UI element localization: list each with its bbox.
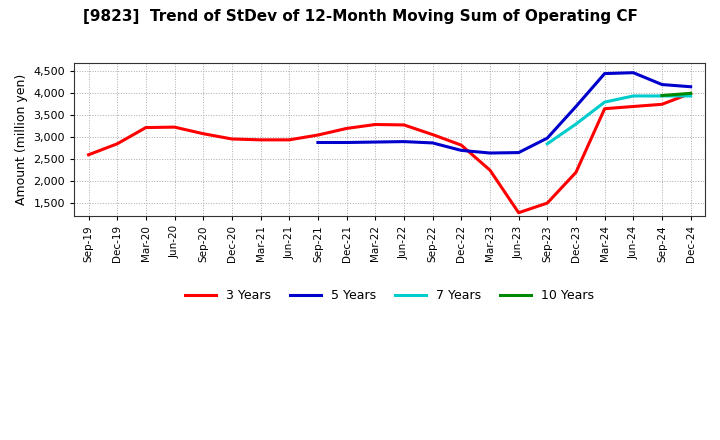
- Y-axis label: Amount (million yen): Amount (million yen): [15, 74, 28, 205]
- 7 Years: [543, 141, 552, 147]
- 3 Years: [170, 125, 179, 130]
- 3 Years: [113, 141, 122, 147]
- 7 Years: [657, 93, 666, 99]
- 3 Years: [142, 125, 150, 130]
- 3 Years: [543, 201, 552, 206]
- 3 Years: [256, 137, 265, 143]
- Legend: 3 Years, 5 Years, 7 Years, 10 Years: 3 Years, 5 Years, 7 Years, 10 Years: [180, 284, 599, 307]
- Line: 3 Years: 3 Years: [89, 93, 690, 213]
- 3 Years: [428, 132, 437, 137]
- 3 Years: [371, 122, 379, 127]
- 5 Years: [485, 150, 494, 156]
- 3 Years: [285, 137, 294, 143]
- 7 Years: [686, 93, 695, 99]
- 3 Years: [228, 136, 236, 142]
- 3 Years: [686, 91, 695, 96]
- 5 Years: [629, 70, 638, 75]
- Line: 10 Years: 10 Years: [662, 93, 690, 95]
- 10 Years: [686, 91, 695, 96]
- 3 Years: [84, 152, 93, 158]
- Text: [9823]  Trend of StDev of 12-Month Moving Sum of Operating CF: [9823] Trend of StDev of 12-Month Moving…: [83, 9, 637, 24]
- 5 Years: [543, 136, 552, 141]
- 5 Years: [400, 139, 408, 144]
- 3 Years: [514, 210, 523, 215]
- 3 Years: [485, 168, 494, 173]
- 5 Years: [342, 140, 351, 145]
- 3 Years: [572, 170, 580, 175]
- 5 Years: [371, 139, 379, 145]
- 5 Years: [600, 71, 609, 76]
- Line: 7 Years: 7 Years: [547, 96, 690, 144]
- 5 Years: [514, 150, 523, 155]
- 3 Years: [314, 132, 323, 138]
- 3 Years: [600, 106, 609, 111]
- 3 Years: [657, 102, 666, 107]
- 5 Years: [428, 140, 437, 146]
- 5 Years: [572, 104, 580, 109]
- 3 Years: [199, 131, 207, 136]
- 3 Years: [400, 122, 408, 128]
- 3 Years: [342, 126, 351, 131]
- 7 Years: [629, 93, 638, 99]
- 5 Years: [314, 140, 323, 145]
- 5 Years: [657, 82, 666, 87]
- 5 Years: [457, 148, 466, 153]
- 3 Years: [629, 104, 638, 109]
- 5 Years: [686, 84, 695, 89]
- 7 Years: [572, 121, 580, 127]
- 10 Years: [657, 93, 666, 98]
- 7 Years: [600, 99, 609, 105]
- 3 Years: [457, 143, 466, 148]
- Line: 5 Years: 5 Years: [318, 73, 690, 153]
